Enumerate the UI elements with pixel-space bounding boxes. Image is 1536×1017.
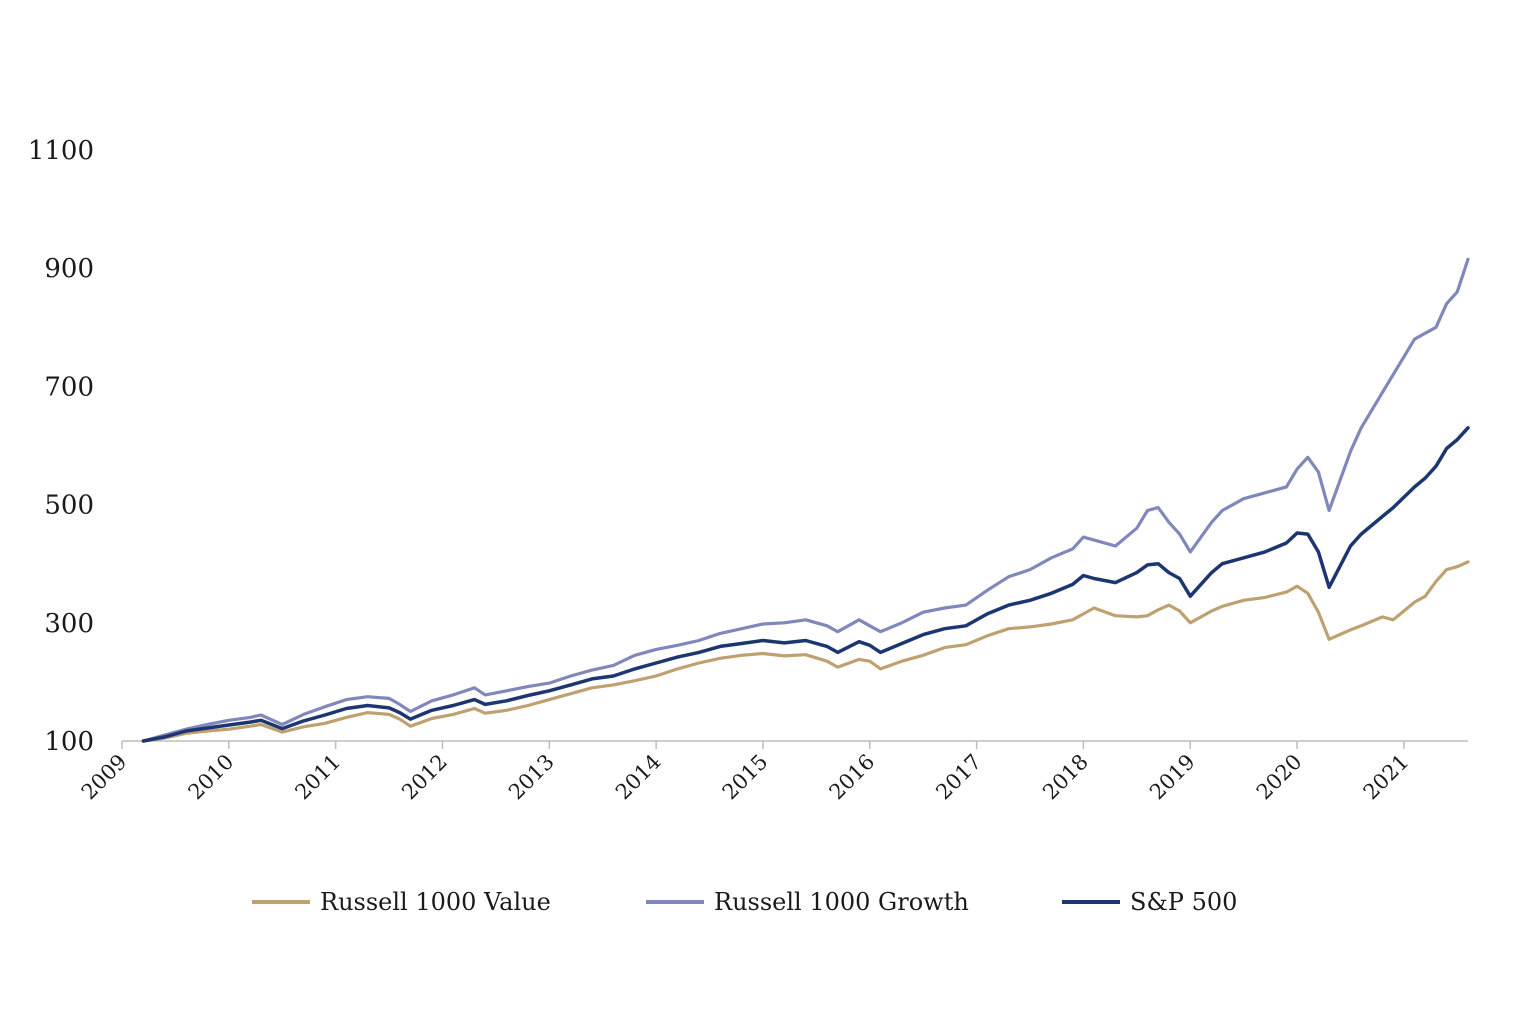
y-tick-label: 500 [44, 491, 94, 521]
legend-item-sp-500: S&P 500 [1062, 880, 1237, 924]
legend-label-sp-500: S&P 500 [1130, 888, 1238, 916]
series-line-russell-1000-value [141, 560, 1470, 743]
legend: Russell 1000 Value Russell 1000 Growth S… [0, 880, 1536, 924]
legend-item-russell-1000-value: Russell 1000 Value [252, 880, 551, 924]
series-lines [141, 257, 1470, 743]
series-line-russell-1000-growth [141, 257, 1470, 743]
series-line-s-p-500 [141, 426, 1470, 743]
y-tick-label: 100 [44, 727, 94, 757]
x-tick-label: 2012 [397, 750, 452, 805]
legend-swatch-sp-500 [1062, 900, 1120, 904]
x-tick-label: 2016 [825, 750, 880, 805]
x-tick-label: 2013 [504, 750, 559, 805]
x-tick-label: 2009 [77, 750, 132, 805]
y-tick-label: 900 [44, 254, 94, 284]
x-axis-ticks: 2009 2010 2011 2012 2013 2014 2015 2016 2017 2018… [77, 741, 1414, 805]
legend-label-russell-1000-value: Russell 1000 Value [320, 888, 551, 916]
x-tick-label: 2010 [184, 750, 239, 805]
x-tick-label: 2015 [718, 750, 773, 805]
x-tick-label: 2017 [931, 750, 986, 805]
y-tick-label: 1100 [28, 136, 94, 166]
x-tick-label: 2018 [1038, 750, 1093, 805]
x-tick-label: 2014 [611, 750, 666, 805]
y-tick-label: 700 [44, 372, 94, 402]
legend-swatch-russell-1000-value [252, 900, 310, 904]
y-axis-ticks: 100 300 500 700 900 1100 [28, 136, 94, 757]
legend-label-russell-1000-growth: Russell 1000 Growth [714, 888, 969, 916]
y-tick-label: 300 [44, 609, 94, 639]
x-tick-label: 2011 [290, 750, 345, 805]
line-chart: 100 300 500 700 900 1100 2009 2010 2011 2012 2013… [28, 136, 1470, 805]
legend-item-russell-1000-growth: Russell 1000 Growth [646, 880, 969, 924]
x-tick-label: 2021 [1359, 750, 1414, 805]
x-tick-label: 2019 [1145, 750, 1200, 805]
legend-swatch-russell-1000-growth [646, 900, 704, 904]
x-tick-label: 2020 [1252, 750, 1307, 805]
